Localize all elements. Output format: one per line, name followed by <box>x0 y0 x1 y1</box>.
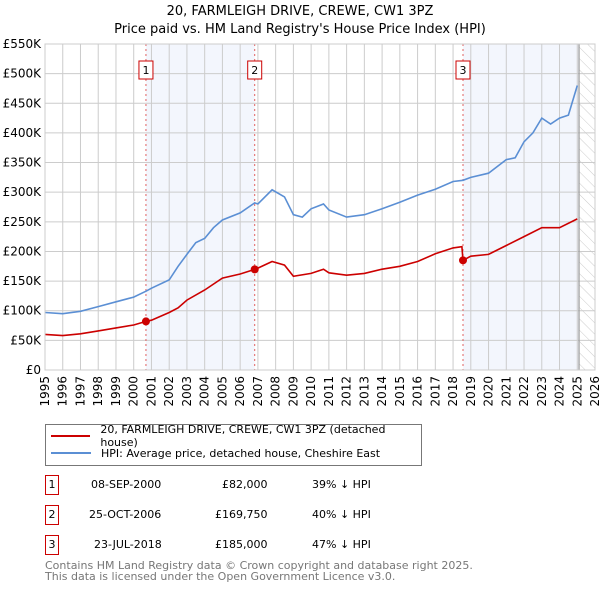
shaded-period <box>463 44 580 370</box>
y-tick-label: £450K <box>3 96 43 110</box>
legend-label: 20, FARMLEIGH DRIVE, CREWE, CW1 3PZ (det… <box>100 423 386 449</box>
y-tick-label: £400K <box>3 126 43 140</box>
y-tick-label: £300K <box>3 185 43 199</box>
sale-label-box <box>138 60 154 80</box>
x-tick-label: 2023 <box>535 376 549 407</box>
chart-title: 20, FARMLEIGH DRIVE, CREWE, CW1 3PZ <box>166 4 434 19</box>
price-chart: 1995 1996 1997 1998 1999 2000 2001 2002 2003 2004… <box>3 37 600 407</box>
sale-number: 3 <box>45 535 59 555</box>
sale-price: £82,000 <box>222 478 268 491</box>
y-tick-label: £50K <box>10 333 42 347</box>
x-tick-label: 2006 <box>233 376 247 407</box>
x-tick-label: 2000 <box>127 376 141 407</box>
sale-point <box>141 317 150 326</box>
sale-label: 1 <box>142 64 149 77</box>
sale-date: 23-JUL-2018 <box>94 538 162 551</box>
sale-row: 2 25-OCT-2006 £169,750 40% ↓ HPI <box>45 505 545 525</box>
y-tick-label: £200K <box>3 244 43 258</box>
x-tick-label: 2009 <box>286 376 300 407</box>
chart-subtitle: Price paid vs. HM Land Registry's House … <box>114 22 486 37</box>
x-tick-label: 1999 <box>109 376 123 407</box>
x-tick-label: 2017 <box>428 376 442 407</box>
sale-row: 1 08-SEP-2000 £82,000 39% ↓ HPI <box>45 475 545 495</box>
sale-price: £169,750 <box>215 508 268 521</box>
y-tick-label: £350K <box>3 156 43 170</box>
shaded-period <box>145 44 255 370</box>
x-tick-label: 1997 <box>73 376 87 407</box>
x-tick-label: 2007 <box>251 376 265 407</box>
x-tick-label: 2004 <box>198 376 212 407</box>
x-tick-label: 2015 <box>393 376 407 407</box>
y-tick-label: £150K <box>3 274 43 288</box>
x-tick-label: 2001 <box>144 376 158 407</box>
x-tick-label: 2026 <box>588 376 600 407</box>
x-tick-label: 2013 <box>357 376 371 407</box>
x-tick-label: 2014 <box>375 376 389 407</box>
sale-label: 3 <box>460 64 467 77</box>
x-tick-label: 2011 <box>322 376 336 407</box>
legend: 20, FARMLEIGH DRIVE, CREWE, CW1 3PZ (det… <box>45 423 422 466</box>
x-tick-label: 2010 <box>304 376 318 407</box>
plot-border <box>44 43 596 371</box>
x-tick-label: 2005 <box>215 376 229 407</box>
x-tick-label: 2012 <box>340 376 354 407</box>
footer-copyright: Contains HM Land Registry data © Crown c… <box>45 559 473 572</box>
x-tick-label: 2022 <box>517 376 531 407</box>
sale-delta: 47% ↓ HPI <box>312 538 371 551</box>
footer-licence: This data is licensed under the Open Gov… <box>45 570 396 583</box>
legend-swatch-blue <box>51 452 91 454</box>
x-tick-label: 2020 <box>482 376 496 407</box>
x-tick-label: 2024 <box>553 376 567 407</box>
y-tick-label: £0 <box>26 363 41 377</box>
x-tick-label: 2008 <box>269 376 283 407</box>
legend-label: HPI: Average price, detached house, Ches… <box>101 446 381 460</box>
sale-delta: 40% ↓ HPI <box>312 508 371 521</box>
y-tick-label: £500K <box>3 67 43 81</box>
sale-row: 3 23-JUL-2018 £185,000 47% ↓ HPI <box>45 535 545 555</box>
sale-delta: 39% ↓ HPI <box>312 478 371 491</box>
legend-item-property: 20, FARMLEIGH DRIVE, CREWE, CW1 3PZ (det… <box>51 423 421 449</box>
x-tick-label: 1998 <box>91 376 105 407</box>
sale-point <box>459 256 467 265</box>
sale-point <box>250 265 259 274</box>
y-tick-label: £550K <box>3 37 43 51</box>
x-tick-label: 2003 <box>180 376 194 407</box>
x-tick-label: 2025 <box>570 376 584 407</box>
x-tick-label: 2016 <box>411 376 425 407</box>
legend-swatch-red <box>51 435 91 437</box>
x-tick-label: 2018 <box>446 376 460 407</box>
y-tick-label: £250K <box>3 215 43 229</box>
sale-label-box <box>247 60 263 80</box>
sale-number: 2 <box>45 505 59 525</box>
x-tick-label: 2002 <box>162 376 176 407</box>
sale-label-box <box>455 60 471 80</box>
hatched-future-region <box>579 44 595 370</box>
sale-number: 1 <box>45 475 59 495</box>
x-tick-label: 2021 <box>499 376 513 407</box>
sale-date: 25-OCT-2006 <box>89 508 162 521</box>
y-tick-label: £100K <box>3 304 43 318</box>
sale-label: 2 <box>251 64 258 77</box>
sale-date: 08-SEP-2000 <box>91 478 162 491</box>
x-tick-label: 2019 <box>464 376 478 407</box>
x-tick-label: 1996 <box>56 376 70 407</box>
x-tick-label: 1995 <box>38 376 52 407</box>
sale-price: £185,000 <box>215 538 268 551</box>
legend-item-hpi: HPI: Average price, detached house, Ches… <box>51 446 380 460</box>
series-line <box>44 85 579 315</box>
